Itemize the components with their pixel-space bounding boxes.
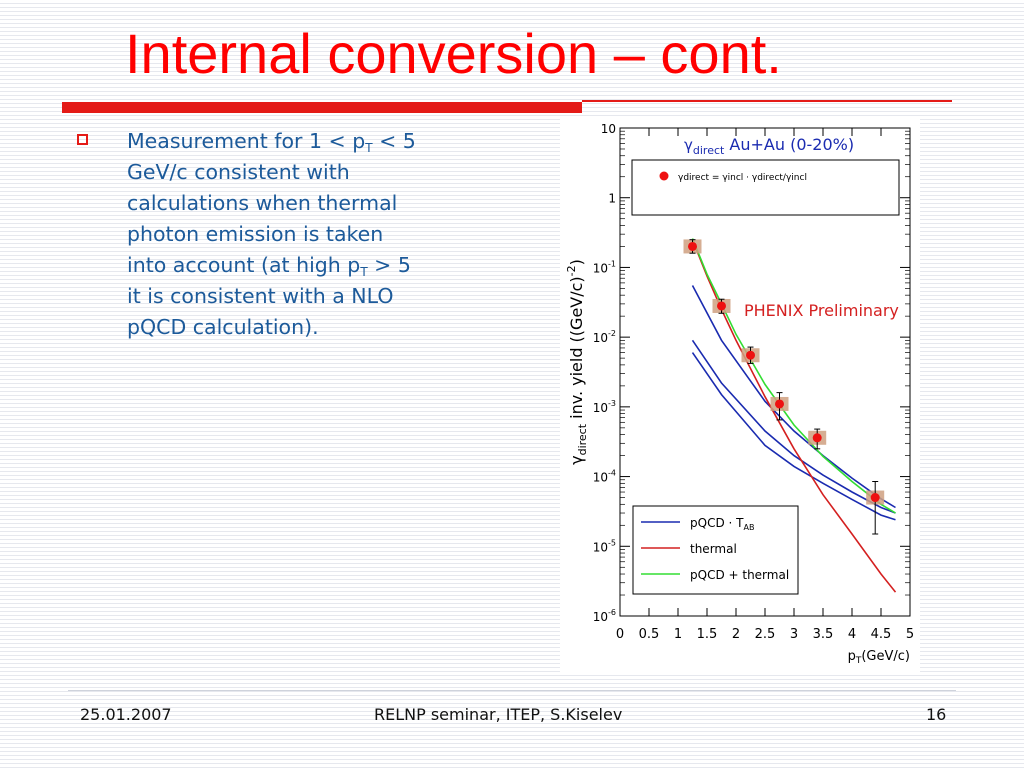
bullet-line-2: GeV/c consistent with xyxy=(127,160,350,184)
y-tick-label: 10-1 xyxy=(593,259,616,275)
x-tick-label: 4 xyxy=(848,627,856,642)
bullet-line-5: into account (at high pT > 5 xyxy=(127,253,411,279)
slide-title: Internal conversion – cont. xyxy=(125,22,782,85)
data-point-marker xyxy=(775,399,784,409)
x-tick-label: 1.5 xyxy=(697,627,718,642)
y-axis-label: γdirect inv. yield ((GeV/c)-2) xyxy=(565,259,589,465)
x-tick-label: 2.5 xyxy=(755,627,776,642)
footer-divider xyxy=(68,690,956,691)
legend-label-0: pQCD · TAB xyxy=(690,516,754,532)
x-tick-label: 0.5 xyxy=(639,627,660,642)
x-tick-label: 0 xyxy=(616,627,624,642)
data-point-marker xyxy=(688,241,697,251)
y-tick-label: 1 xyxy=(608,192,616,206)
footer-seminar: RELNP seminar, ITEP, S.Kiselev xyxy=(374,705,623,724)
top-legend-label: γdirect = γincl · γdirect/γincl xyxy=(678,173,807,183)
bullet-line-3: calculations when thermal xyxy=(127,191,398,215)
bullet-square-icon xyxy=(77,134,88,145)
x-tick-label: 4.5 xyxy=(871,627,892,642)
phenix-plot-panel: 0 0.5 1 1.5 2 2.5 3 3.5 4 4.5 5 10 1 10-1 10-2 10-3 10-4… xyxy=(560,118,920,673)
x-tick-label: 3 xyxy=(790,627,798,642)
x-tick-label: 3.5 xyxy=(813,627,834,642)
x-tick-label: 2 xyxy=(732,627,740,642)
y-tick-label: 10-4 xyxy=(593,469,616,485)
y-tick-label: 10-6 xyxy=(593,608,616,624)
series-curve-3 xyxy=(691,239,897,593)
y-tick-label: 10-3 xyxy=(593,399,616,415)
title-underline-rule xyxy=(582,100,952,102)
bullet-text: Measurement for 1 < pT < 5 GeV/c consist… xyxy=(127,126,507,343)
chart-title: γdirect Au+Au (0-20%) xyxy=(684,135,854,157)
bullet-line-1: Measurement for 1 < pT < 5 xyxy=(127,129,416,155)
data-point-marker xyxy=(870,493,880,503)
data-point-marker xyxy=(746,350,755,360)
bullet-line-7: pQCD calculation). xyxy=(127,315,319,339)
top-legend-box xyxy=(631,159,900,216)
legend-label-2: pQCD + thermal xyxy=(690,568,789,582)
legend-label-1: thermal xyxy=(690,542,737,556)
series-curve-0 xyxy=(691,352,896,521)
bottom-legend-box xyxy=(632,505,799,595)
bullet-line-6: it is consistent with a NLO xyxy=(127,284,394,308)
footer-page-number: 16 xyxy=(926,705,947,724)
series-curve-1 xyxy=(691,339,896,514)
direct-photon-yield-chart: 0 0.5 1 1.5 2 2.5 3 3.5 4 4.5 5 10 1 10-1 10-2 10-3 10-4… xyxy=(565,122,914,666)
data-point-marker xyxy=(717,301,726,311)
top-legend-marker xyxy=(659,171,669,181)
title-underline-bar xyxy=(62,102,582,113)
footer-date: 25.01.2007 xyxy=(80,705,172,724)
x-tick-label: 1 xyxy=(674,627,682,642)
phenix-preliminary-annotation: PHENIX Preliminary xyxy=(744,301,899,320)
y-tick-label: 10-5 xyxy=(593,538,616,554)
y-tick-label: 10 xyxy=(601,122,616,136)
y-tick-label: 10-2 xyxy=(593,329,616,345)
data-point-marker xyxy=(812,433,822,443)
x-tick-label: 5 xyxy=(906,627,914,642)
x-axis-label: pT(GeV/c) xyxy=(848,649,910,666)
bullet-line-4: photon emission is taken xyxy=(127,222,384,246)
